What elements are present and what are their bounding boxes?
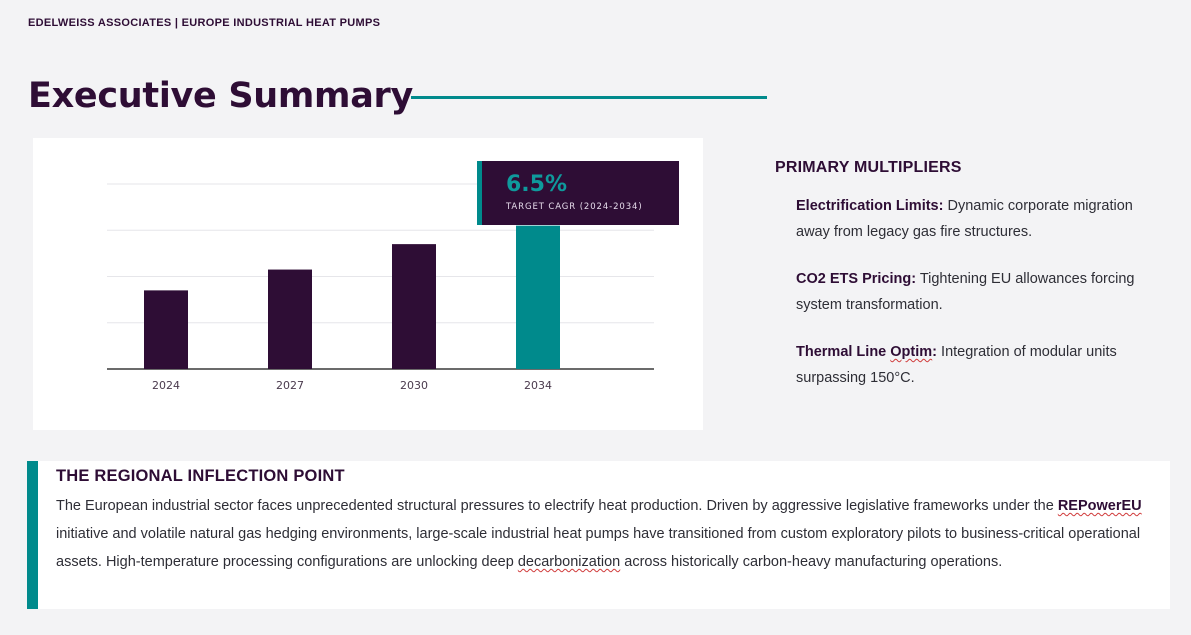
body-text: across historically carbon-heavy manufac… bbox=[620, 554, 1003, 570]
chart-x-ticks: 2024 2027 2030 2034 bbox=[152, 379, 552, 392]
repowereu-term: REPowerEU bbox=[1057, 498, 1142, 514]
body-text: initiative and volatile natural gas hedg… bbox=[56, 526, 1141, 570]
multiplier-text: Integration of modular units surpassing … bbox=[796, 344, 1117, 386]
body-text: The European industrial sector faces unp… bbox=[56, 498, 1058, 514]
cagr-callout: 6.5% TARGET CAGR (2024-2034) bbox=[477, 161, 679, 225]
multiplier-text: Tightening EU allowances forcing system … bbox=[796, 271, 1135, 313]
multiplier-co2-ets: CO2 ETS Pricing: Tightening EU allowance… bbox=[796, 266, 1166, 318]
bar-chart: 2024 2027 2030 2034 bbox=[107, 183, 654, 392]
inflection-body: The European industrial sector faces unp… bbox=[56, 492, 1156, 576]
multiplier-label: Thermal Line Optim: bbox=[796, 344, 937, 360]
spellcheck-word: Optim bbox=[890, 344, 933, 360]
cagr-label: TARGET CAGR (2024-2034) bbox=[506, 202, 643, 212]
inflection-heading: THE REGIONAL INFLECTION POINT bbox=[56, 467, 345, 485]
spellcheck-word: decarbonization bbox=[517, 554, 621, 570]
chart-bars bbox=[144, 225, 560, 369]
bar-2034 bbox=[516, 225, 560, 369]
multiplier-label-part: : bbox=[932, 344, 938, 360]
multiplier-text: Dynamic corporate migration away from le… bbox=[796, 198, 1133, 240]
x-tick-2034: 2034 bbox=[524, 379, 552, 392]
primary-multipliers: PRIMARY MULTIPLIERS Electrification Limi… bbox=[775, 159, 1175, 391]
inflection-panel: THE REGIONAL INFLECTION POINT The Europe… bbox=[27, 461, 1170, 609]
title-rule bbox=[411, 96, 767, 99]
chart-card: 2024 2027 2030 2034 6.5% TARGET CAGR (2024-… bbox=[33, 138, 703, 430]
page-title: Executive Summary bbox=[28, 76, 414, 116]
cagr-value: 6.5% bbox=[506, 172, 568, 197]
x-tick-2024: 2024 bbox=[152, 379, 180, 392]
multiplier-label-part: Thermal Line bbox=[796, 344, 891, 360]
bar-2024 bbox=[144, 290, 188, 369]
multipliers-heading: PRIMARY MULTIPLIERS bbox=[775, 159, 962, 176]
bar-2027 bbox=[268, 269, 312, 369]
x-tick-2027: 2027 bbox=[276, 379, 304, 392]
bar-2030 bbox=[392, 244, 436, 369]
brand-header: EDELWEISS ASSOCIATES | EUROPE INDUSTRIAL… bbox=[28, 17, 381, 29]
multiplier-label: CO2 ETS Pricing: bbox=[796, 271, 917, 287]
multiplier-label: Electrification Limits: bbox=[796, 198, 944, 214]
multiplier-thermal-line: Thermal Line Optim: Integration of modul… bbox=[796, 339, 1166, 391]
multiplier-electrification: Electrification Limits: Dynamic corporat… bbox=[796, 193, 1166, 245]
x-tick-2030: 2030 bbox=[400, 379, 428, 392]
